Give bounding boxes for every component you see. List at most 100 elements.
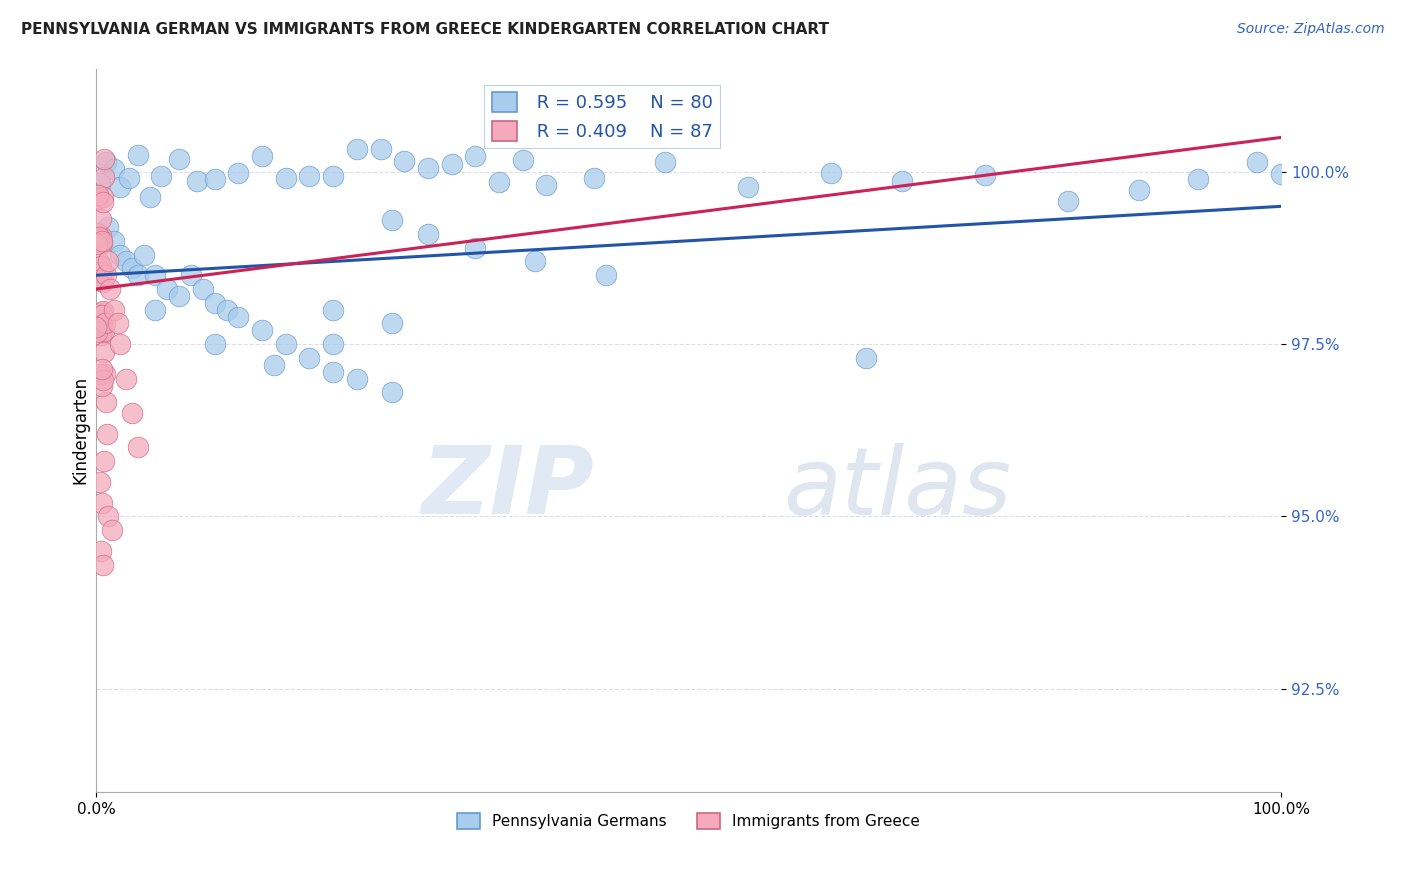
Point [582,171,605,186]
Point [322,365,344,379]
Point [263,358,285,372]
Point [394,154,416,169]
Point [90,228,112,243]
Point [86,319,108,334]
Point [90,265,112,279]
Point [89,176,111,190]
Point [86,237,108,252]
Point [186,174,208,188]
Point [1056,194,1078,208]
Point [322,302,344,317]
Point [94,154,117,169]
Point [90,236,112,251]
Point [91,373,114,387]
Point [91,304,114,318]
Point [381,317,404,331]
Text: ZIP: ZIP [420,442,593,534]
Point [464,241,486,255]
Point [132,247,155,261]
Point [108,247,131,261]
Point [89,475,111,489]
Point [298,169,321,184]
Point [416,227,439,241]
Point [89,265,111,279]
Point [381,213,404,227]
Point [298,351,321,365]
Text: atlas: atlas [783,442,1012,533]
Point [97,219,120,234]
Point [228,310,250,324]
Point [86,273,108,287]
Point [87,265,110,279]
Point [100,523,122,537]
Point [108,180,131,194]
Point [91,234,114,248]
Text: Source: ZipAtlas.com: Source: ZipAtlas.com [1237,22,1385,37]
Point [127,148,149,162]
Point [93,454,115,468]
Point [737,179,759,194]
Point [440,157,463,171]
Point [103,161,125,176]
Point [114,254,136,268]
Point [1246,155,1268,169]
Point [250,323,273,337]
Point [145,302,167,317]
Text: PENNSYLVANIA GERMAN VS IMMIGRANTS FROM GREECE KINDERGARTEN CORRELATION CHART: PENNSYLVANIA GERMAN VS IMMIGRANTS FROM G… [21,22,830,37]
Point [523,254,546,268]
Point [416,161,439,175]
Point [90,315,112,329]
Point [536,178,558,192]
Point [138,190,160,204]
Point [87,191,110,205]
Point [488,175,510,189]
Point [97,509,120,524]
Point [381,385,404,400]
Point [855,351,877,365]
Point [204,337,226,351]
Legend: Pennsylvania Germans, Immigrants from Greece: Pennsylvania Germans, Immigrants from Gr… [451,806,927,835]
Point [86,227,108,241]
Point [94,367,117,381]
Point [145,268,167,283]
Point [90,318,112,333]
Point [90,211,112,226]
Point [274,171,297,186]
Point [654,155,676,169]
Point [93,316,115,330]
Point [118,170,141,185]
Point [215,302,238,317]
Point [127,268,149,283]
Point [127,441,149,455]
Point [180,268,202,283]
Y-axis label: Kindergarten: Kindergarten [72,376,89,484]
Point [114,371,136,385]
Point [86,229,108,244]
Point [150,169,173,184]
Point [91,362,114,376]
Point [1128,183,1150,197]
Point [93,344,115,359]
Point [93,324,115,338]
Point [93,153,115,167]
Point [90,328,112,343]
Point [89,254,111,268]
Point [90,259,112,273]
Point [94,268,117,283]
Point [121,406,143,420]
Point [108,337,131,351]
Point [100,282,122,296]
Point [973,168,995,182]
Point [322,169,344,184]
Point [90,315,112,329]
Point [1187,172,1209,186]
Point [1270,167,1292,181]
Point [91,194,114,209]
Point [97,254,120,268]
Point [512,153,534,167]
Point [103,234,125,248]
Point [90,544,112,558]
Point [121,261,143,276]
Point [890,174,912,188]
Point [370,142,392,156]
